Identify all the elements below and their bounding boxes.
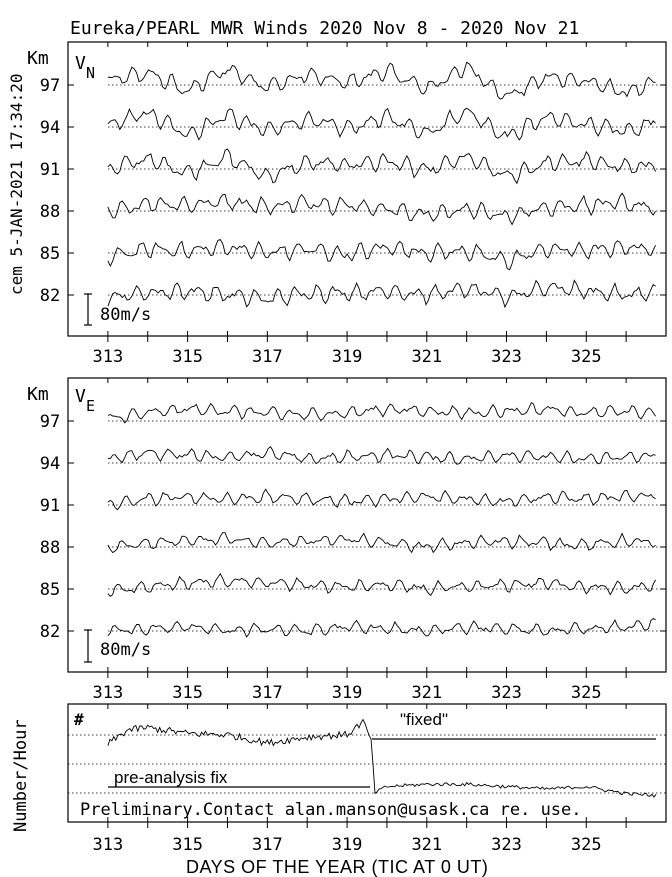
ve-height-label: 88 bbox=[40, 538, 60, 558]
vn-height-label: 91 bbox=[40, 160, 60, 180]
vn-tick-label: 319 bbox=[332, 347, 363, 367]
count-tick-label: 317 bbox=[252, 835, 283, 855]
ve-tick-label: 323 bbox=[491, 683, 522, 703]
vn-tick-label: 325 bbox=[571, 347, 602, 367]
ve-tick-label: 325 bbox=[571, 683, 602, 703]
chart-title: Eureka/PEARL MWR Winds 2020 Nov 8 - 2020… bbox=[70, 18, 579, 39]
vn-tick-label: 317 bbox=[252, 347, 283, 367]
vn-trace-91km bbox=[107, 148, 657, 185]
ve-tick-label: 321 bbox=[411, 683, 442, 703]
count-tick-label: 315 bbox=[172, 835, 203, 855]
pre-analysis-annotation: pre-analysis fix bbox=[114, 768, 228, 787]
ve-height-label: 94 bbox=[40, 454, 60, 474]
count-tick-label: 313 bbox=[93, 835, 124, 855]
vn-component-label: V bbox=[75, 53, 86, 74]
ve-km-label: Km bbox=[27, 384, 49, 405]
ve-scale-label: 80m/s bbox=[100, 640, 151, 660]
count-symbol: # bbox=[74, 710, 84, 729]
ve-traces bbox=[107, 401, 656, 638]
vn-trace-88km bbox=[107, 192, 656, 226]
vn-height-label: 97 bbox=[40, 76, 60, 96]
vn-trace-82km bbox=[107, 279, 656, 309]
vn-traces bbox=[107, 61, 657, 309]
x-axis-title: DAYS OF THE YEAR (TIC AT 0 UT) bbox=[186, 857, 488, 877]
fixed-annotation: "fixed" bbox=[400, 710, 448, 729]
count-tick-label: 321 bbox=[411, 835, 442, 855]
ve-tick-label: 319 bbox=[332, 683, 363, 703]
ve-trace-82km bbox=[107, 617, 656, 638]
ve-trace-88km bbox=[107, 532, 656, 554]
vn-height-label: 85 bbox=[40, 244, 60, 264]
vn-height-label: 82 bbox=[40, 286, 60, 306]
vn-baselines bbox=[108, 84, 666, 296]
timestamp-label: cem 5-JAN-2021 17:34:20 bbox=[7, 73, 26, 295]
ve-tick-label: 317 bbox=[252, 683, 283, 703]
ve-frame bbox=[67, 377, 667, 673]
vn-trace-94km bbox=[107, 107, 656, 141]
contact-note: Preliminary.Contact alan.manson@usask.ca… bbox=[80, 800, 582, 820]
vn-height-ticks: 97 94 91 88 85 82 bbox=[40, 76, 666, 306]
vn-tick-label: 315 bbox=[172, 347, 203, 367]
count-ylabel: Number/Hour bbox=[11, 719, 31, 832]
vn-trace-97km bbox=[107, 61, 656, 100]
vn-km-label: Km bbox=[27, 48, 49, 69]
vn-height-label: 88 bbox=[40, 202, 60, 222]
ve-height-label: 97 bbox=[40, 412, 60, 432]
count-tick-label: 323 bbox=[491, 835, 522, 855]
count-x-axis: 313 315 317 319 321 323 325 bbox=[93, 704, 627, 855]
ve-component-subscript: E bbox=[86, 397, 95, 415]
vn-x-axis: 313 315 317 319 321 323 325 bbox=[93, 42, 627, 367]
vn-tick-label: 323 bbox=[491, 347, 522, 367]
ve-height-ticks: 97 94 91 88 85 82 bbox=[40, 412, 666, 642]
count-panel: Number/Hour # "fixed" pre-analysis fix P… bbox=[11, 703, 667, 855]
ve-trace-97km bbox=[107, 401, 656, 424]
ve-height-label: 91 bbox=[40, 496, 60, 516]
ve-height-label: 85 bbox=[40, 580, 60, 600]
vn-tick-label: 313 bbox=[93, 347, 124, 367]
vn-panel: Km V N 97 94 91 88 85 82 313 315 317 319 321 323 32… bbox=[27, 41, 667, 367]
ve-baselines bbox=[108, 420, 666, 632]
vn-tick-label: 321 bbox=[411, 347, 442, 367]
vn-frame bbox=[67, 41, 667, 337]
ve-component-label: V bbox=[75, 386, 86, 407]
ve-x-axis: 313 315 317 319 321 323 325 bbox=[93, 378, 627, 703]
count-trace bbox=[107, 718, 657, 798]
ve-trace-94km bbox=[107, 446, 656, 465]
ve-trace-91km bbox=[107, 488, 656, 511]
ve-panel: Km V E 97 94 91 88 85 82 313 315 317 319 321 323 32… bbox=[27, 377, 667, 703]
vn-scale-label: 80m/s bbox=[100, 305, 151, 325]
ve-height-label: 82 bbox=[40, 622, 60, 642]
ve-trace-85km bbox=[107, 572, 656, 598]
count-line bbox=[107, 718, 657, 798]
ve-tick-label: 315 bbox=[172, 683, 203, 703]
vn-height-label: 94 bbox=[40, 118, 60, 138]
ve-tick-label: 313 bbox=[93, 683, 124, 703]
count-tick-label: 319 bbox=[332, 835, 363, 855]
count-frame bbox=[67, 703, 667, 823]
count-tick-label: 325 bbox=[571, 835, 602, 855]
vn-component-subscript: N bbox=[86, 64, 95, 82]
vn-trace-85km bbox=[107, 239, 657, 271]
